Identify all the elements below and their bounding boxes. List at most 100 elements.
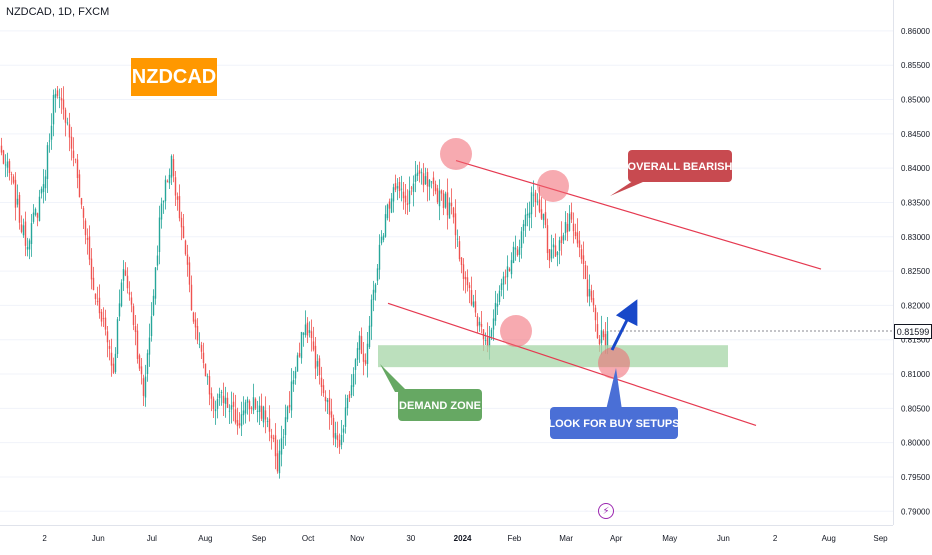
- candle-body: [54, 93, 57, 98]
- candle-body: [154, 267, 157, 299]
- candle-body: [328, 397, 331, 415]
- candle-body: [180, 217, 183, 228]
- candle-body: [436, 188, 439, 203]
- candle-body: [444, 193, 447, 208]
- callouts: OVERALL BEARISH DEMAND ZONE LOOK FOR BUY…: [380, 150, 733, 439]
- candle-body: [172, 159, 175, 177]
- support-trendline: [387, 302, 757, 427]
- candle-body: [144, 376, 147, 398]
- candle-body: [458, 241, 461, 260]
- candle-body: [8, 161, 11, 174]
- candle-body: [548, 249, 551, 261]
- candle-body: [546, 225, 549, 254]
- candle-body: [334, 433, 337, 439]
- candle-body: [428, 179, 431, 187]
- candle-body: [234, 409, 237, 423]
- time-tick-label: Aug: [198, 534, 212, 543]
- candle-body: [38, 196, 41, 221]
- candle-body: [118, 303, 121, 317]
- candle-body: [330, 411, 333, 418]
- price-tick-label: 0.79000: [901, 507, 930, 516]
- candle-body: [248, 401, 251, 410]
- candle-body: [534, 192, 537, 203]
- candle-body: [406, 203, 409, 205]
- candle-body: [146, 353, 149, 375]
- candle-body: [580, 249, 583, 260]
- candle-body: [356, 348, 359, 360]
- candle-body: [490, 329, 493, 337]
- candle-body: [578, 240, 581, 248]
- time-tick-label: 2: [773, 534, 778, 543]
- candle-body: [202, 352, 205, 363]
- candle-body: [92, 277, 95, 290]
- candle-body: [90, 258, 93, 280]
- candle-body: [242, 410, 245, 416]
- swing-point-marker: [598, 347, 630, 379]
- candle-body: [480, 323, 483, 327]
- candle-body: [102, 318, 105, 319]
- candle-body: [596, 324, 599, 339]
- candle-body: [286, 406, 289, 420]
- price-tick-label: 0.86000: [901, 27, 930, 36]
- candle-body: [292, 379, 295, 385]
- candle-body: [42, 184, 45, 193]
- candle-body: [204, 363, 207, 377]
- candle-body: [310, 331, 313, 339]
- price-tick-label: 0.85000: [901, 96, 930, 105]
- time-tick-label: Aug: [822, 534, 836, 543]
- candle-body: [6, 161, 9, 168]
- candle-body: [440, 190, 443, 194]
- candle-body: [140, 366, 143, 375]
- candle-body: [300, 332, 303, 359]
- demand-zone-layer: [378, 345, 728, 368]
- candle-body: [66, 122, 69, 124]
- candle-body: [388, 201, 391, 209]
- candle-body: [532, 194, 535, 196]
- time-axis[interactable]: 2 Jun Jul Aug Sep Oct Nov 30 2024 Feb Mar Apr May Jun…: [42, 534, 888, 543]
- candle-body: [366, 343, 369, 365]
- candle-body: [60, 98, 63, 101]
- candle-body: [582, 255, 585, 265]
- candle-body: [510, 260, 513, 275]
- candle-body: [252, 397, 255, 411]
- candle-body: [512, 246, 515, 264]
- candle-body: [30, 223, 33, 244]
- price-axis[interactable]: 0.86000 0.85500 0.85000 0.84500 0.84000 0.835…: [901, 27, 930, 516]
- candle-body: [456, 238, 459, 240]
- candle-body: [598, 339, 601, 345]
- candle-body: [338, 439, 341, 447]
- candle-body: [124, 270, 127, 276]
- candle-body: [496, 303, 499, 307]
- price-tick-label: 0.85500: [901, 61, 930, 70]
- candle-body: [48, 140, 51, 142]
- candle-body: [368, 325, 371, 348]
- candle-body: [40, 188, 43, 194]
- time-tick-label: Apr: [610, 534, 623, 543]
- candle-body: [22, 225, 25, 236]
- symbol-badge: NZDCAD: [131, 58, 217, 96]
- price-tick-label: 0.83500: [901, 198, 930, 207]
- candle-body: [280, 438, 283, 455]
- lightning-icon[interactable]: ⚡: [598, 503, 614, 519]
- candle-body: [288, 404, 291, 408]
- candle-body: [44, 176, 47, 189]
- time-tick-label: Jun: [717, 534, 730, 543]
- overall-bearish-callout-pointer: [610, 179, 650, 196]
- trendlines: [387, 160, 822, 427]
- candle-body: [256, 410, 259, 412]
- candle-body: [214, 409, 217, 412]
- time-tick-label: Sep: [252, 534, 267, 543]
- candle-body: [584, 265, 587, 280]
- current-price-label: 0.81599: [894, 324, 932, 339]
- candle-body: [410, 187, 413, 189]
- candle-body: [570, 212, 573, 220]
- candle-body: [198, 343, 201, 345]
- candle-body: [4, 164, 7, 166]
- candle-body: [414, 174, 417, 182]
- candle-body: [36, 213, 39, 218]
- candle-body: [488, 336, 491, 348]
- candle-body: [276, 453, 279, 472]
- candle-body: [306, 322, 309, 336]
